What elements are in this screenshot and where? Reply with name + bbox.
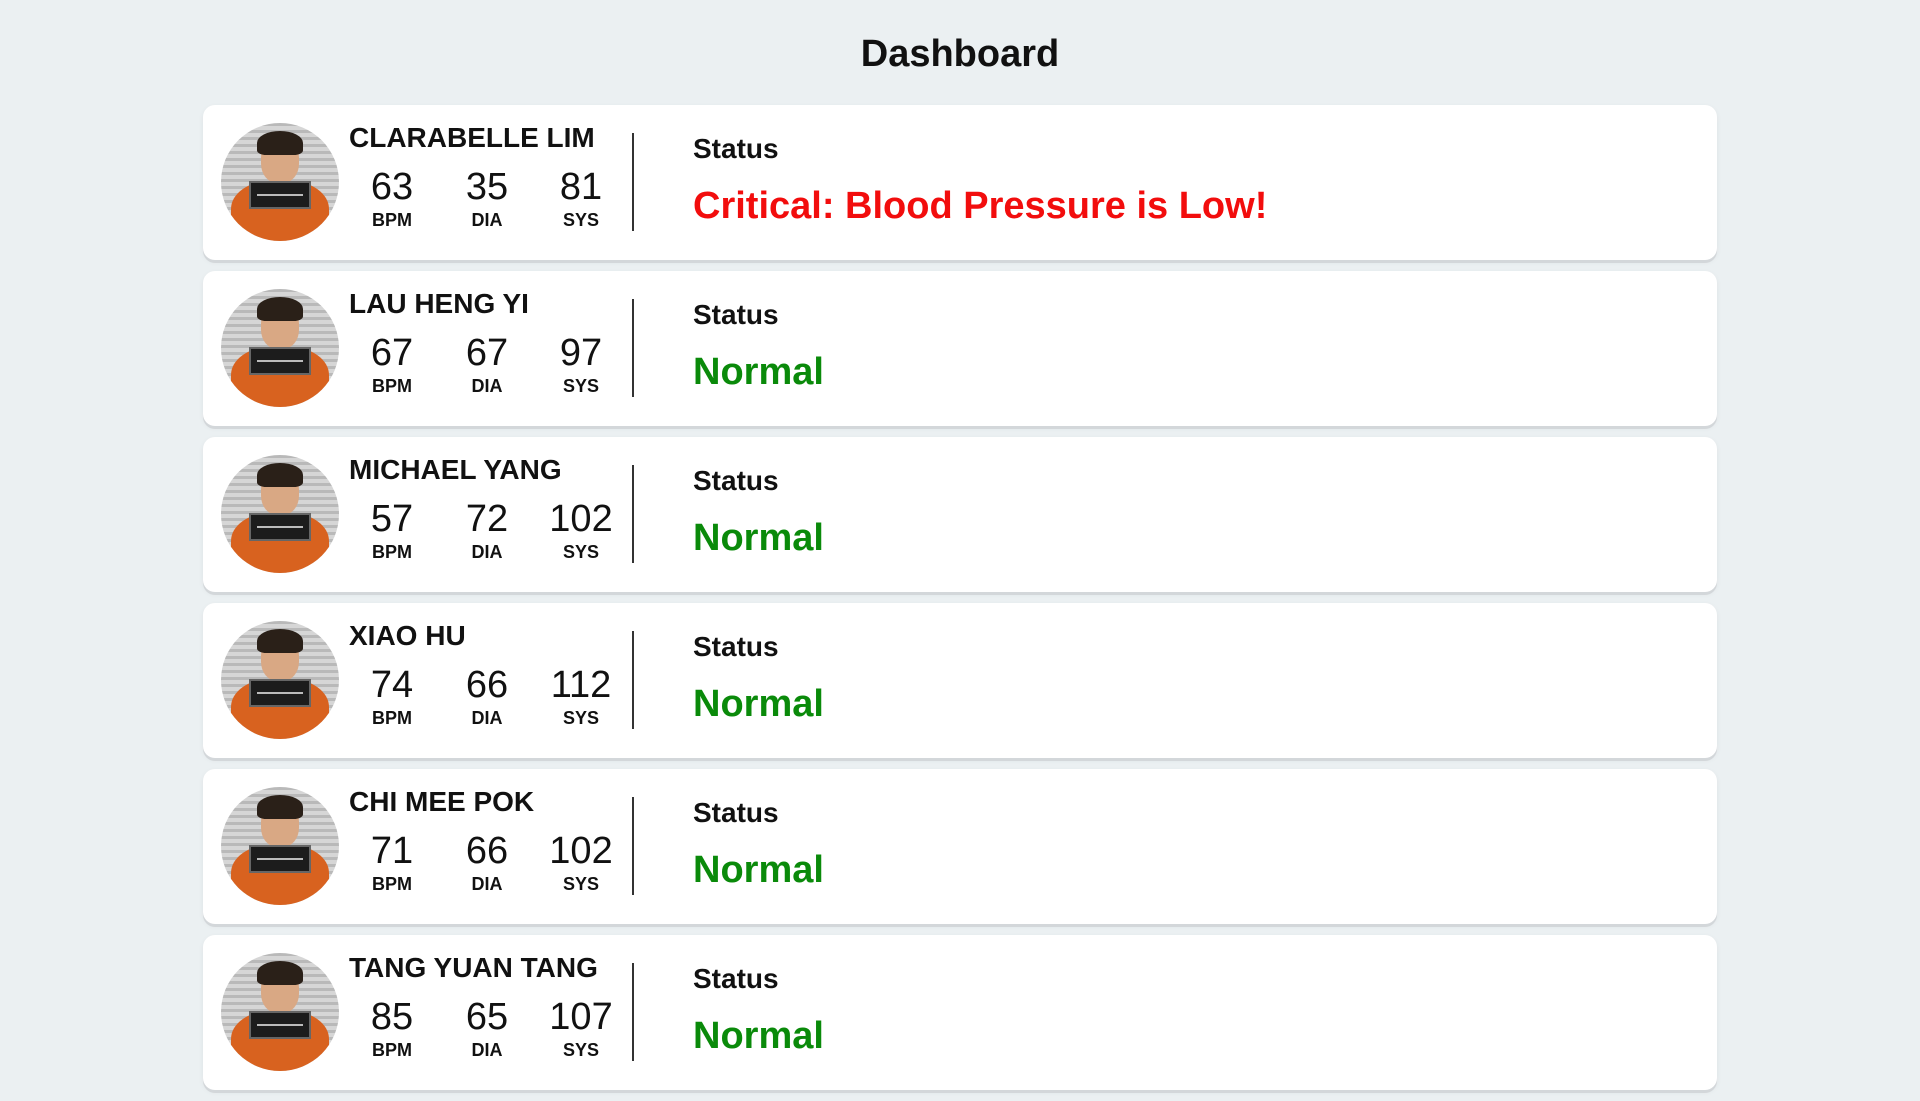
dia-metric: 66 DIA <box>452 831 522 895</box>
bpm-label: BPM <box>372 874 412 894</box>
status-label: Status <box>693 465 779 496</box>
bpm-value: 85 <box>370 996 414 1038</box>
bpm-metric: 67 BPM <box>357 333 427 397</box>
page-title: Dashboard <box>860 33 1060 75</box>
dia-metric: 65 DIA <box>452 997 522 1061</box>
sys-value: 97 <box>559 332 603 374</box>
dia-value: 35 <box>465 166 509 208</box>
avatar <box>221 621 339 739</box>
patient-card[interactable]: CLARABELLE LIM 63 BPM 35 DIA 81 SYS Stat… <box>203 105 1717 260</box>
dia-value: 66 <box>465 830 509 872</box>
divider <box>632 465 634 563</box>
dia-value: 66 <box>465 664 509 706</box>
patient-name: TANG YUAN TANG <box>349 952 598 983</box>
patient-name: CHI MEE POK <box>349 786 535 817</box>
dia-metric: 66 DIA <box>452 665 522 729</box>
avatar <box>221 455 339 573</box>
status-label: Status <box>693 299 779 330</box>
status-value: Normal <box>693 849 824 891</box>
status-label: Status <box>693 797 779 828</box>
bpm-label: BPM <box>372 210 412 230</box>
divider <box>632 133 634 231</box>
patient-card[interactable]: LAU HENG YI 67 BPM 67 DIA 97 SYS Status … <box>203 271 1717 426</box>
avatar <box>221 289 339 407</box>
divider <box>632 963 634 1061</box>
sys-value: 107 <box>549 996 613 1038</box>
dia-value: 72 <box>465 498 509 540</box>
bpm-label: BPM <box>372 376 412 396</box>
bpm-label: BPM <box>372 542 412 562</box>
dia-label: DIA <box>471 874 503 894</box>
sys-metric: 107 SYS <box>546 997 616 1061</box>
patient-card[interactable]: MICHAEL YANG 57 BPM 72 DIA 102 SYS Statu… <box>203 437 1717 592</box>
dia-label: DIA <box>471 708 503 728</box>
divider <box>632 797 634 895</box>
sys-label: SYS <box>562 708 600 728</box>
bpm-value: 71 <box>370 830 414 872</box>
sys-metric: 81 SYS <box>546 167 616 231</box>
status-value: Normal <box>693 351 824 393</box>
patient-name: MICHAEL YANG <box>349 454 562 485</box>
bpm-metric: 71 BPM <box>357 831 427 895</box>
divider <box>632 299 634 397</box>
patient-card[interactable]: TANG YUAN TANG 85 BPM 65 DIA 107 SYS Sta… <box>203 935 1717 1090</box>
patient-name: LAU HENG YI <box>349 288 529 319</box>
bpm-value: 74 <box>370 664 414 706</box>
bpm-metric: 63 BPM <box>357 167 427 231</box>
dia-metric: 67 DIA <box>452 333 522 397</box>
sys-metric: 97 SYS <box>546 333 616 397</box>
sys-label: SYS <box>562 1040 600 1060</box>
status-label: Status <box>693 963 779 994</box>
status-value: Critical: Blood Pressure is Low! <box>693 185 1268 227</box>
sys-label: SYS <box>562 542 600 562</box>
bpm-label: BPM <box>372 708 412 728</box>
bpm-metric: 85 BPM <box>357 997 427 1061</box>
patient-card[interactable]: XIAO HU 74 BPM 66 DIA 112 SYS Status Nor… <box>203 603 1717 758</box>
status-value: Normal <box>693 683 824 725</box>
dia-value: 67 <box>465 332 509 374</box>
sys-value: 112 <box>550 664 612 706</box>
patient-name: XIAO HU <box>349 620 466 651</box>
divider <box>632 631 634 729</box>
avatar <box>221 123 339 241</box>
patient-list: CLARABELLE LIM 63 BPM 35 DIA 81 SYS Stat… <box>203 105 1717 1101</box>
dia-label: DIA <box>471 210 503 230</box>
bpm-metric: 74 BPM <box>357 665 427 729</box>
dia-metric: 35 DIA <box>452 167 522 231</box>
bpm-value: 67 <box>370 332 414 374</box>
sys-metric: 112 SYS <box>546 665 616 729</box>
avatar <box>221 787 339 905</box>
dia-label: DIA <box>471 1040 503 1060</box>
bpm-label: BPM <box>372 1040 412 1060</box>
sys-metric: 102 SYS <box>546 499 616 563</box>
dia-label: DIA <box>471 542 503 562</box>
avatar <box>221 953 339 1071</box>
dia-label: DIA <box>471 376 503 396</box>
bpm-value: 57 <box>370 498 414 540</box>
dia-value: 65 <box>465 996 509 1038</box>
status-value: Normal <box>693 517 824 559</box>
status-label: Status <box>693 133 779 164</box>
patient-name: CLARABELLE LIM <box>349 122 595 153</box>
sys-value: 81 <box>559 166 603 208</box>
status-value: Normal <box>693 1015 824 1057</box>
bpm-value: 63 <box>370 166 414 208</box>
sys-metric: 102 SYS <box>546 831 616 895</box>
sys-label: SYS <box>562 210 600 230</box>
bpm-metric: 57 BPM <box>357 499 427 563</box>
sys-label: SYS <box>562 376 600 396</box>
status-label: Status <box>693 631 779 662</box>
sys-value: 102 <box>549 830 613 872</box>
patient-card[interactable]: CHI MEE POK 71 BPM 66 DIA 102 SYS Status… <box>203 769 1717 924</box>
sys-value: 102 <box>549 498 613 540</box>
dia-metric: 72 DIA <box>452 499 522 563</box>
sys-label: SYS <box>562 874 600 894</box>
